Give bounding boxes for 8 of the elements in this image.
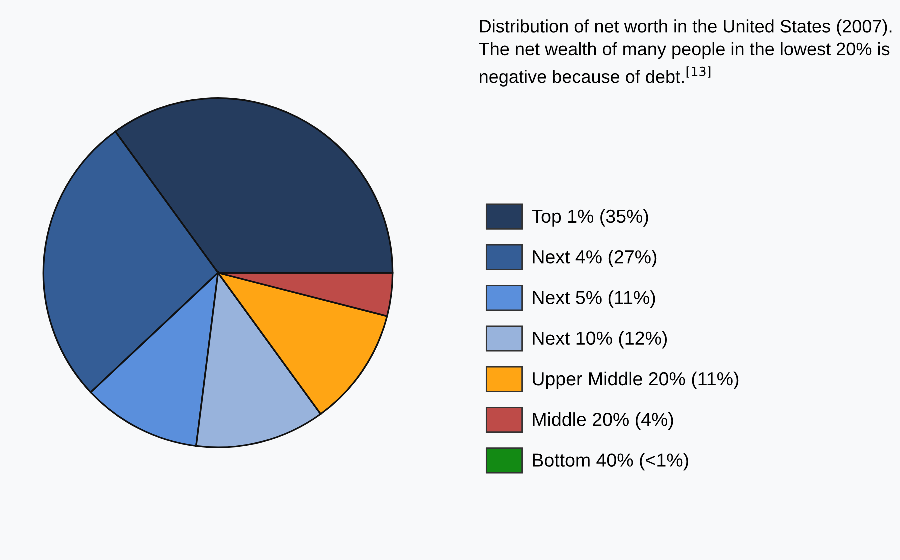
legend-label: Next 10% (12%) — [533, 331, 668, 349]
legend-label: Bottom 40% (<1%) — [533, 453, 688, 471]
legend-label: Upper Middle 20% (11%) — [533, 372, 739, 390]
chart-title: Distribution of net worth in the United States (2007). The net wealth of many people in the lowest 20% is negative because of debt.$^{[13]}$ — [479, 20, 892, 87]
legend-label: Next 4% (27%) — [533, 250, 657, 268]
legend-label: Top 1% (35%) — [532, 209, 648, 227]
legend-label: Next 5% (11%) — [533, 290, 656, 308]
legend-label: Middle 20% (4%) — [533, 412, 674, 430]
